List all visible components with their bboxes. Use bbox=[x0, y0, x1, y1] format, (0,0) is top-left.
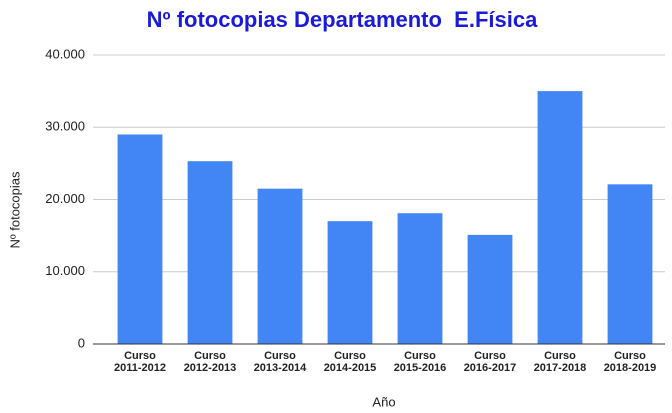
x-tick-label: Curso 2011-2012 bbox=[114, 350, 166, 374]
bar bbox=[187, 161, 233, 344]
y-tick-label: 0 bbox=[78, 335, 85, 350]
y-tick-label: 40.000 bbox=[45, 46, 85, 61]
y-axis-label: Nº fotocopias bbox=[7, 171, 22, 249]
chart-title: Nº fotocopias Departamento E.Física bbox=[147, 7, 538, 32]
bar bbox=[397, 213, 443, 344]
bar bbox=[327, 221, 373, 344]
x-tick-label: Curso 2012-2013 bbox=[184, 350, 237, 374]
x-tick-label: Curso 2015-2016 bbox=[394, 350, 447, 374]
bar bbox=[607, 184, 653, 344]
y-tick-label: 10.000 bbox=[45, 263, 85, 278]
y-tick-label: 30.000 bbox=[45, 119, 85, 134]
x-tick-label: Curso 2016-2017 bbox=[464, 350, 517, 374]
x-tick-label: Curso 2013-2014 bbox=[254, 350, 307, 374]
bar bbox=[257, 188, 303, 344]
bar bbox=[117, 134, 163, 344]
bar bbox=[467, 234, 513, 344]
x-tick-label: Curso 2017-2018 bbox=[534, 350, 587, 374]
x-tick-label: Curso 2014-2015 bbox=[324, 350, 377, 374]
y-tick-label: 20.000 bbox=[45, 191, 85, 206]
bar bbox=[537, 91, 583, 344]
x-axis-label: Año bbox=[372, 394, 395, 409]
x-tick-label: Curso 2018-2019 bbox=[604, 350, 657, 374]
